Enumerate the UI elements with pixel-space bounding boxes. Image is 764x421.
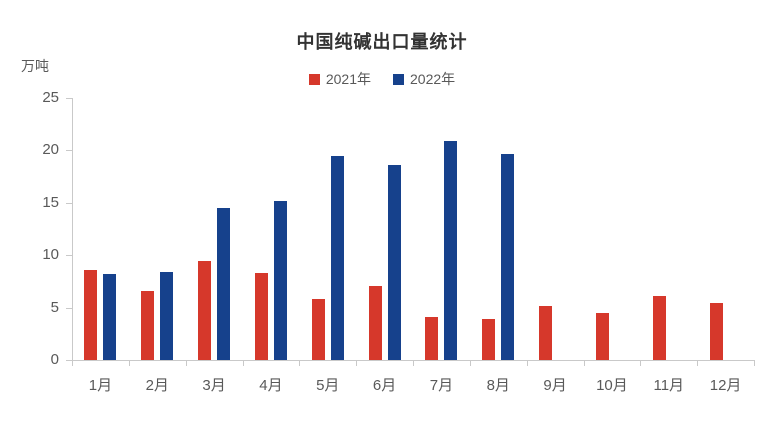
bar-2022年-3月 bbox=[217, 208, 231, 360]
x-axis-label-5月: 5月 bbox=[316, 377, 340, 394]
x-axis-tick-6 bbox=[413, 361, 414, 366]
x-axis-tick-3 bbox=[242, 361, 244, 366]
bar-2021年-2月 bbox=[141, 290, 155, 360]
chart-legend: 2021年 2022年 bbox=[0, 69, 764, 89]
x-axis-tick-1 bbox=[128, 361, 130, 366]
bar-2022年-2月 bbox=[160, 271, 174, 360]
plot-area: 0 5 10 15 20 25 1月 2月 3月 4月 5月 6月 7月 8月 9月 10月 11月 12月 bbox=[42, 90, 755, 394]
legend-item-2021[interactable]: 2021年 bbox=[308, 69, 371, 89]
x-axis-tick-7 bbox=[469, 361, 471, 366]
bar-2021年-8月 bbox=[482, 319, 496, 360]
bar-2021年-7月 bbox=[425, 317, 439, 360]
bar-2021年-11月 bbox=[652, 296, 666, 360]
x-axis-line bbox=[72, 360, 755, 361]
bar-2022年-1月 bbox=[103, 274, 117, 360]
x-axis-label-12月: 12月 bbox=[709, 377, 742, 394]
y-axis-tick-20 bbox=[66, 150, 72, 152]
y-axis-tick-0 bbox=[66, 360, 72, 361]
bar-2022年-4月 bbox=[273, 200, 287, 360]
x-axis-tick-12 bbox=[754, 361, 755, 366]
y-axis-tick-10 bbox=[66, 255, 72, 257]
bar-2022年-8月 bbox=[501, 153, 515, 360]
y-axis-label-20: 20 bbox=[42, 141, 59, 159]
x-axis-tick-10 bbox=[640, 361, 642, 366]
bar-2021年-6月 bbox=[368, 285, 382, 360]
bar-2021年-5月 bbox=[311, 299, 325, 360]
legend-label-2021: 2021年 bbox=[325, 71, 371, 87]
y-axis-label-10: 10 bbox=[42, 246, 59, 264]
y-axis-label-5: 5 bbox=[50, 298, 59, 316]
x-axis-label-6月: 6月 bbox=[372, 377, 397, 394]
x-axis-tick-8 bbox=[526, 361, 528, 366]
x-axis-tick-2 bbox=[185, 361, 187, 366]
y-axis-unit-label: 万吨 bbox=[21, 58, 49, 74]
x-axis-label-3月: 3月 bbox=[202, 377, 226, 394]
y-axis-label-25: 25 bbox=[42, 89, 59, 106]
legend-swatch-2021-icon bbox=[308, 73, 320, 85]
x-axis-tick-0 bbox=[72, 361, 73, 366]
legend-swatch-2022-icon bbox=[393, 73, 404, 85]
x-axis-label-11月: 11月 bbox=[653, 377, 685, 394]
x-axis-label-2月: 2月 bbox=[145, 377, 169, 394]
y-axis-tick-25 bbox=[66, 98, 72, 99]
x-axis-label-4月: 4月 bbox=[259, 377, 283, 394]
bar-2022年-5月 bbox=[330, 155, 344, 360]
bar-2021年-3月 bbox=[198, 261, 212, 360]
x-axis-tick-11 bbox=[697, 361, 699, 366]
x-axis-label-8月: 8月 bbox=[486, 377, 510, 394]
x-axis-label-1月: 1月 bbox=[88, 377, 113, 394]
y-axis-tick-15 bbox=[66, 202, 72, 204]
bar-2021年-1月 bbox=[84, 269, 98, 360]
bar-2021年-10月 bbox=[595, 312, 609, 360]
bar-2022年-7月 bbox=[444, 140, 458, 360]
x-axis-label-7月: 7月 bbox=[429, 377, 454, 394]
bar-2021年-12月 bbox=[709, 303, 723, 360]
y-axis-tick-5 bbox=[66, 307, 72, 309]
legend-label-2022: 2022年 bbox=[410, 71, 456, 87]
y-axis-label-0: 0 bbox=[50, 351, 59, 368]
x-axis-label-9月: 9月 bbox=[543, 377, 567, 394]
legend-item-2022[interactable]: 2022年 bbox=[393, 69, 455, 89]
bar-2022年-6月 bbox=[387, 165, 401, 360]
x-axis-tick-9 bbox=[583, 361, 585, 366]
bar-2021年-9月 bbox=[539, 305, 553, 360]
y-axis-label-15: 15 bbox=[42, 193, 59, 211]
x-axis-tick-5 bbox=[356, 361, 358, 366]
y-axis-line bbox=[72, 98, 73, 361]
chart-title: 中国纯碱出口量统计 bbox=[296, 32, 468, 52]
x-axis-label-10月: 10月 bbox=[596, 377, 628, 394]
bar-2021年-4月 bbox=[254, 273, 268, 360]
x-axis-tick-4 bbox=[299, 361, 301, 366]
